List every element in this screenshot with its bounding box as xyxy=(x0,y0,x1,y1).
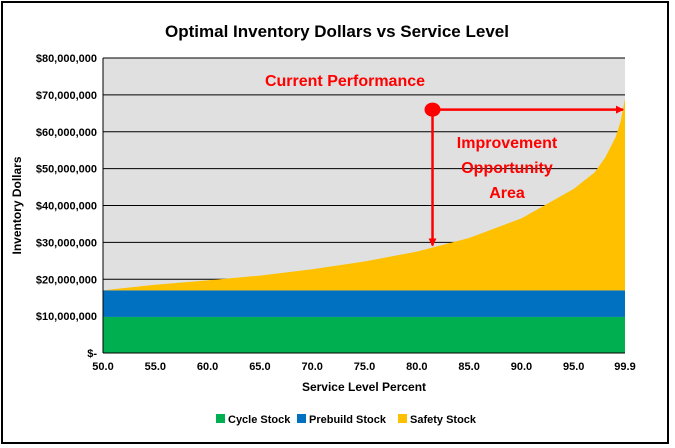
y-tick-label: $10,000,000 xyxy=(36,311,97,323)
legend-swatch xyxy=(398,414,407,423)
y-tick-label: $50,000,000 xyxy=(36,164,97,176)
y-tick-label: $60,000,000 xyxy=(36,127,97,139)
legend: Cycle Stock Prebuild Stock Safety Stock xyxy=(216,414,477,426)
legend-swatch xyxy=(297,414,306,423)
x-tick-label: 55.0 xyxy=(145,361,166,373)
x-tick-label: 60.0 xyxy=(197,361,218,373)
legend-label: Cycle Stock xyxy=(228,414,291,426)
x-tick-label: 80.0 xyxy=(406,361,427,373)
y-tick-label: $70,000,000 xyxy=(36,90,97,102)
legend-label: Prebuild Stock xyxy=(309,414,387,426)
plot-area xyxy=(102,57,625,354)
y-tick-label: $- xyxy=(87,348,97,360)
y-tick-label: $20,000,000 xyxy=(36,274,97,286)
x-tick-label: 75.0 xyxy=(354,361,375,373)
area-cycle-stock xyxy=(103,316,625,353)
x-tick-label: 70.0 xyxy=(302,361,323,373)
chart-title: Optimal Inventory Dollars vs Service Lev… xyxy=(165,22,509,41)
legend-swatch xyxy=(216,414,225,423)
x-tick-label: 90.0 xyxy=(511,361,532,373)
annotation-current-performance: Current Performance xyxy=(265,73,425,90)
x-axis-label: Service Level Percent xyxy=(302,380,426,394)
x-tick-label: 85.0 xyxy=(458,361,479,373)
y-axis-label: Inventory Dollars xyxy=(10,156,24,254)
y-tick-label: $30,000,000 xyxy=(36,237,97,249)
x-tick-label: 95.0 xyxy=(563,361,584,373)
legend-label: Safety Stock xyxy=(410,414,477,426)
y-tick-label: $80,000,000 xyxy=(36,53,97,65)
current-performance-point xyxy=(424,102,441,117)
area-prebuild-stock xyxy=(103,290,625,317)
annotation-improvement-line: Opportunity xyxy=(461,160,553,177)
y-tick-label: $40,000,000 xyxy=(36,201,97,213)
x-tick-label: 99.9 xyxy=(614,361,635,373)
area-safety-stock xyxy=(103,98,625,291)
annotation-improvement-line: Area xyxy=(489,185,525,202)
annotation-improvement-line: Improvement xyxy=(457,135,558,152)
x-tick-label: 65.0 xyxy=(249,361,270,373)
x-tick-label: 50.0 xyxy=(92,361,113,373)
